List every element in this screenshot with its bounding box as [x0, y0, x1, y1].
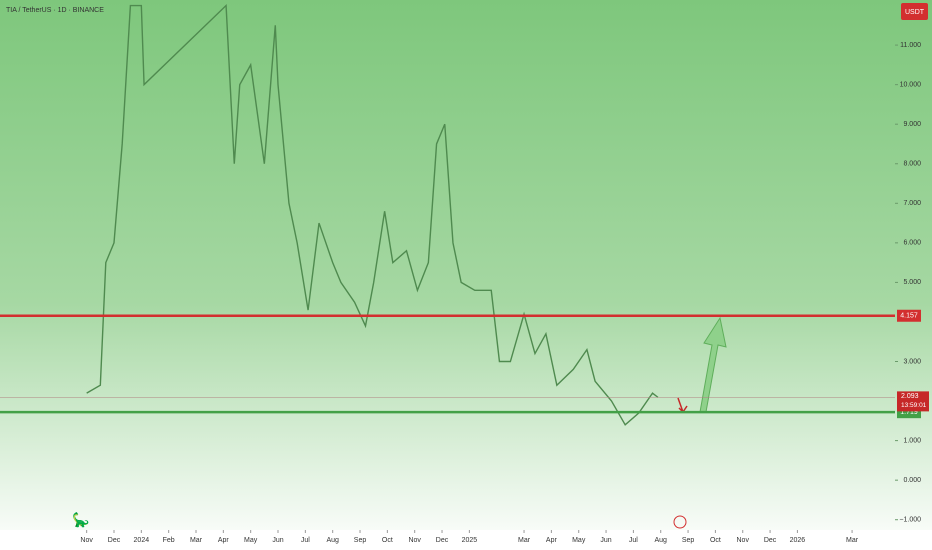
x-tick-label: Jul	[629, 537, 638, 544]
x-tick-label: Nov	[408, 537, 421, 544]
chart-title: TIA / TetherUS · 1D · BINANCE	[6, 7, 104, 14]
currency-badge[interactable]	[901, 3, 928, 20]
x-tick-label: May	[572, 537, 586, 544]
level-label: 1.719	[900, 409, 918, 416]
x-tick-label: Dec	[764, 537, 777, 544]
x-tick-label: Mar	[518, 537, 531, 544]
countdown: 13:59:01	[901, 402, 927, 409]
price-line	[86, 3, 659, 426]
level-badge	[897, 309, 921, 322]
x-tick-label: Nov	[737, 537, 750, 544]
logo: 🦕	[72, 512, 89, 529]
x-tick-label: 2024	[134, 537, 150, 544]
x-tick-label: Sep	[354, 537, 367, 544]
x-tick-label: Feb	[163, 537, 175, 544]
plot	[86, 3, 659, 426]
x-tick-label: Mar	[190, 537, 203, 544]
x-tick-label: 2026	[790, 537, 806, 544]
x-tick-label: Sep	[682, 537, 695, 544]
event-icon[interactable]	[673, 515, 687, 529]
y-tick-label: 3.000	[903, 358, 921, 365]
x-tick-label: 2025	[462, 537, 478, 544]
x-tick-label: Jun	[272, 537, 283, 544]
x-tick-label: Dec	[108, 537, 121, 544]
x-tick-label: Aug	[654, 537, 667, 544]
y-tick-label: 10.000	[900, 81, 922, 88]
x-tick-label: Dec	[436, 537, 449, 544]
currency: USDT	[905, 9, 925, 16]
x-tick-label: Oct	[382, 537, 393, 544]
x-tick-label: Mar	[846, 537, 859, 544]
x-tick-label: May	[244, 537, 258, 544]
time-axis	[0, 530, 932, 550]
last-price-label: 2.093	[901, 393, 919, 400]
y-tick-label: 7.000	[903, 200, 921, 207]
y-tick-label: 11.000	[900, 42, 921, 49]
y-tick-label: −1.000	[899, 517, 921, 524]
x-tick-label: Oct	[710, 537, 721, 544]
level-label: 4.157	[900, 313, 918, 320]
x-tick-label: Jun	[600, 537, 611, 544]
y-tick-label: 8.000	[903, 161, 921, 168]
last-price-badge	[897, 391, 929, 412]
x-tick-label: Apr	[546, 537, 558, 544]
x-tick-label: Aug	[326, 537, 339, 544]
x-tick-label: Nov	[80, 537, 93, 544]
y-tick-label: 6.000	[903, 240, 921, 247]
projection-arrow	[699, 316, 727, 413]
x-tick-label: Apr	[218, 537, 230, 544]
x-tick-label: Jul	[301, 537, 310, 544]
y-tick-label: 1.000	[903, 437, 921, 444]
y-tick-label: 9.000	[903, 121, 921, 128]
y-tick-label: 0.000	[903, 477, 921, 484]
y-tick-label: 5.000	[903, 279, 921, 286]
